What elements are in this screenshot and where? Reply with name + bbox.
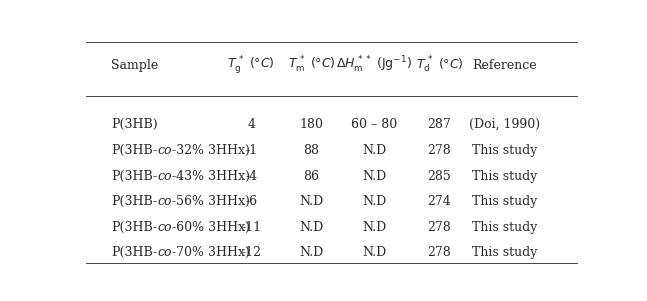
Text: N.D: N.D [300,195,324,208]
Text: co: co [157,195,171,208]
Text: 274: 274 [428,195,451,208]
Text: N.D: N.D [300,246,324,259]
Text: $T_{\rm d}^{\,*}\ (°C)$: $T_{\rm d}^{\,*}\ (°C)$ [415,55,463,75]
Text: 285: 285 [428,170,451,183]
Text: co: co [157,246,171,259]
Text: This study: This study [472,221,537,234]
Text: -32% 3HHx): -32% 3HHx) [171,144,250,157]
Text: 4: 4 [247,118,256,131]
Text: P(3HB-: P(3HB- [111,221,157,234]
Text: 278: 278 [428,221,451,234]
Text: -4: -4 [245,170,258,183]
Text: N.D: N.D [362,246,386,259]
Text: 278: 278 [428,144,451,157]
Text: N.D: N.D [362,170,386,183]
Text: -12: -12 [241,246,261,259]
Text: -70% 3HHx): -70% 3HHx) [171,246,250,259]
Text: -43% 3HHx): -43% 3HHx) [171,170,250,183]
Text: co: co [157,144,171,157]
Text: N.D: N.D [362,221,386,234]
Text: N.D: N.D [300,221,324,234]
Text: -6: -6 [245,195,258,208]
Text: This study: This study [472,195,537,208]
Text: This study: This study [472,170,537,183]
Text: P(3HB): P(3HB) [111,118,158,131]
Text: -56% 3HHx): -56% 3HHx) [171,195,250,208]
Text: -11: -11 [241,221,261,234]
Text: N.D: N.D [362,144,386,157]
Text: N.D: N.D [362,195,386,208]
Text: -60% 3HHx): -60% 3HHx) [171,221,250,234]
Text: $T_{\rm g}^{\,*}\ (°C)$: $T_{\rm g}^{\,*}\ (°C)$ [228,54,275,76]
Text: 86: 86 [303,170,320,183]
Text: 287: 287 [428,118,451,131]
Text: This study: This study [472,144,537,157]
Text: $T_{\rm m}^{\,*}\ (°C)$: $T_{\rm m}^{\,*}\ (°C)$ [288,55,335,75]
Text: Reference: Reference [472,59,537,72]
Text: This study: This study [472,246,537,259]
Text: co: co [157,170,171,183]
Text: 88: 88 [303,144,320,157]
Text: 60 – 80: 60 – 80 [351,118,397,131]
Text: P(3HB-: P(3HB- [111,144,157,157]
Text: 180: 180 [300,118,324,131]
Text: $\Delta H_{\rm m}^{\,**}\ (\rm Jg^{-1})$: $\Delta H_{\rm m}^{\,**}\ (\rm Jg^{-1})$ [336,55,412,75]
Text: co: co [157,221,171,234]
Text: -1: -1 [245,144,258,157]
Text: P(3HB-: P(3HB- [111,170,157,183]
Text: 278: 278 [428,246,451,259]
Text: Sample: Sample [111,59,159,72]
Text: P(3HB-: P(3HB- [111,195,157,208]
Text: P(3HB-: P(3HB- [111,246,157,259]
Text: (Doi, 1990): (Doi, 1990) [469,118,540,131]
